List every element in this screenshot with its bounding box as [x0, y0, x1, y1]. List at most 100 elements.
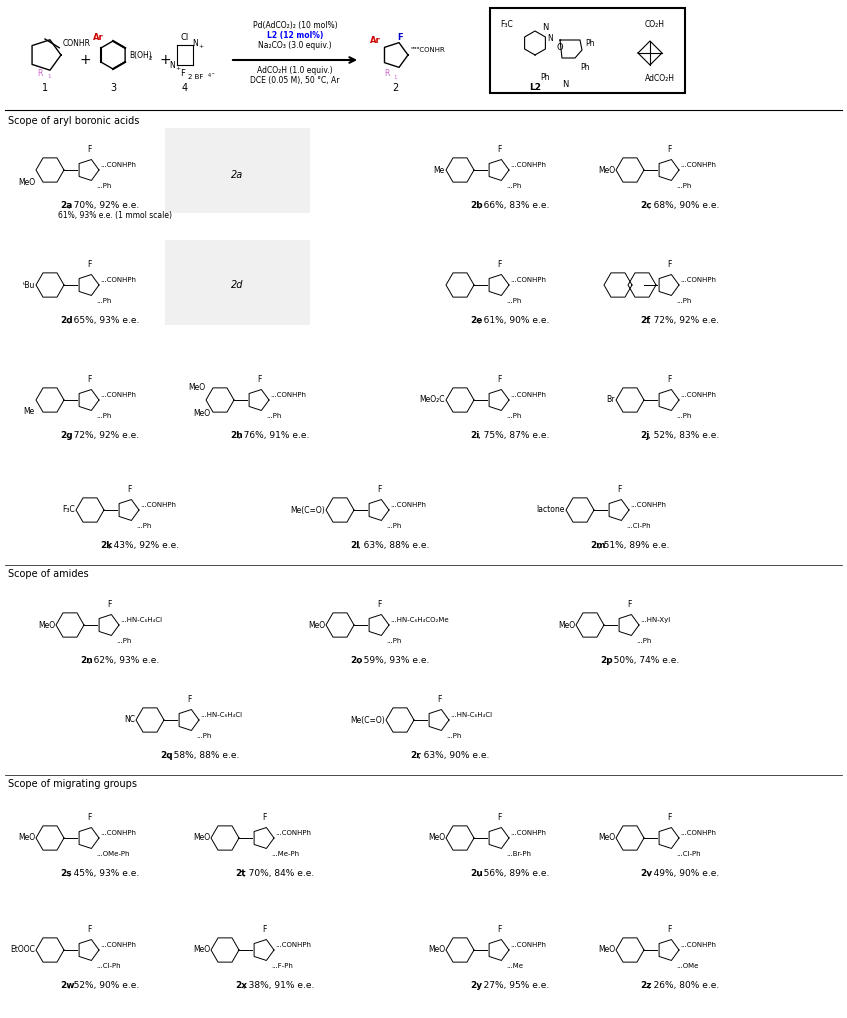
Text: F: F	[497, 260, 501, 269]
Text: 2o: 2o	[350, 656, 363, 665]
Text: F: F	[667, 813, 671, 822]
Text: 2v: 2v	[640, 869, 652, 878]
Text: +: +	[175, 65, 180, 70]
Text: Ph: Ph	[585, 39, 595, 48]
Text: Me: Me	[434, 166, 445, 174]
Text: MeO: MeO	[598, 166, 615, 174]
Text: ...Me: ...Me	[506, 963, 523, 969]
Text: , 26%, 80% e.e.: , 26%, 80% e.e.	[648, 981, 719, 989]
Text: 1: 1	[47, 73, 51, 78]
Text: N: N	[192, 39, 198, 48]
Text: ...HN-C₆H₄CO₂Me: ...HN-C₆H₄CO₂Me	[390, 617, 449, 623]
Text: F: F	[86, 813, 91, 822]
Text: 2m: 2m	[590, 541, 606, 550]
Text: -: -	[212, 70, 214, 76]
Text: ...Ph: ...Ph	[96, 298, 111, 304]
Text: ...CONHPh: ...CONHPh	[100, 830, 136, 836]
Text: ...Ph: ...Ph	[506, 298, 522, 304]
Text: 2 BF: 2 BF	[188, 74, 203, 80]
Text: """CONHR: """CONHR	[410, 47, 445, 53]
Text: ...CONHPh: ...CONHPh	[390, 502, 426, 508]
Text: ...Ph: ...Ph	[386, 638, 401, 644]
Text: CO₂H: CO₂H	[645, 20, 665, 29]
Text: 2: 2	[149, 56, 152, 60]
Text: MeO: MeO	[188, 384, 205, 393]
Text: ...Cl-Ph: ...Cl-Ph	[96, 963, 120, 969]
Text: ...CONHPh: ...CONHPh	[270, 392, 306, 398]
Text: , 58%, 88% e.e.: , 58%, 88% e.e.	[168, 751, 240, 760]
Text: F: F	[667, 260, 671, 269]
Text: F: F	[257, 375, 261, 384]
Text: Me(C=O): Me(C=O)	[351, 716, 385, 725]
Text: ...Ph: ...Ph	[506, 183, 522, 189]
Text: MeO: MeO	[18, 177, 35, 186]
Text: F₃C: F₃C	[500, 20, 512, 29]
Text: ...CONHPh: ...CONHPh	[680, 277, 716, 283]
Text: F: F	[667, 375, 671, 384]
Text: ...CONHPh: ...CONHPh	[100, 277, 136, 283]
Text: 2b: 2b	[470, 201, 483, 210]
Text: F: F	[377, 600, 381, 609]
Text: 61%, 93% e.e. (1 mmol scale): 61%, 93% e.e. (1 mmol scale)	[58, 211, 172, 220]
Text: ...OMe-Ph: ...OMe-Ph	[96, 851, 130, 857]
Text: , 72%, 92% e.e.: , 72%, 92% e.e.	[68, 431, 139, 440]
Text: F: F	[86, 925, 91, 934]
Text: 4: 4	[208, 72, 211, 77]
Text: 2r: 2r	[410, 751, 421, 760]
Text: F: F	[617, 485, 621, 494]
Text: N: N	[169, 60, 174, 69]
Text: , 65%, 93% e.e.: , 65%, 93% e.e.	[68, 316, 140, 325]
Text: F: F	[262, 925, 266, 934]
Text: N: N	[562, 80, 568, 89]
Text: MeO: MeO	[428, 834, 445, 843]
Text: F: F	[497, 145, 501, 154]
Text: ...CONHPh: ...CONHPh	[100, 392, 136, 398]
Text: Pd(AdCO₂)₂ (10 mol%): Pd(AdCO₂)₂ (10 mol%)	[252, 20, 337, 30]
Text: 2s: 2s	[60, 869, 72, 878]
Text: Na₂CO₃ (3.0 equiv.): Na₂CO₃ (3.0 equiv.)	[258, 41, 332, 50]
Text: MeO: MeO	[18, 834, 35, 843]
Text: R: R	[385, 68, 390, 77]
Text: 2q: 2q	[160, 751, 173, 760]
Bar	[490, 8, 685, 93]
Text: 2p: 2p	[600, 656, 612, 665]
Text: 2n: 2n	[80, 656, 93, 665]
Text: +: +	[159, 53, 171, 67]
Text: F: F	[627, 600, 631, 609]
Text: ...Me-Ph: ...Me-Ph	[271, 851, 299, 857]
Text: ...CONHPh: ...CONHPh	[510, 942, 546, 948]
Text: ...CONHPh: ...CONHPh	[680, 162, 716, 168]
Text: , 56%, 89% e.e.: , 56%, 89% e.e.	[478, 869, 550, 878]
Text: F: F	[86, 375, 91, 384]
Text: ...CONHPh: ...CONHPh	[100, 942, 136, 948]
Text: MeO: MeO	[558, 621, 575, 629]
Text: F: F	[127, 485, 131, 494]
Text: AdCO₂H (1.0 equiv.): AdCO₂H (1.0 equiv.)	[257, 65, 333, 74]
Text: ...Ph: ...Ph	[116, 638, 131, 644]
Text: 2e: 2e	[470, 316, 483, 325]
Text: , 76%, 91% e.e.: , 76%, 91% e.e.	[238, 431, 309, 440]
Text: 2: 2	[392, 83, 398, 93]
Text: MeO: MeO	[598, 834, 615, 843]
Text: L2 (12 mol%): L2 (12 mol%)	[267, 31, 324, 40]
Text: ...CONHPh: ...CONHPh	[680, 830, 716, 836]
Text: ...Ph: ...Ph	[676, 298, 691, 304]
Text: 2h: 2h	[230, 431, 243, 440]
Text: ...Ph: ...Ph	[136, 523, 152, 529]
Text: , 72%, 92% e.e.: , 72%, 92% e.e.	[648, 316, 719, 325]
Text: ...CONHPh: ...CONHPh	[510, 392, 546, 398]
Text: MeO: MeO	[307, 621, 325, 629]
Text: ...Ph: ...Ph	[96, 413, 111, 419]
Text: ...Ph: ...Ph	[676, 413, 691, 419]
Text: ...F-Ph: ...F-Ph	[271, 963, 293, 969]
Text: N: N	[542, 23, 548, 32]
Text: , 52%, 83% e.e.: , 52%, 83% e.e.	[648, 431, 719, 440]
Text: , 27%, 95% e.e.: , 27%, 95% e.e.	[478, 981, 549, 989]
Text: 1: 1	[393, 74, 396, 79]
Text: ...HN-C₆H₄Cl: ...HN-C₆H₄Cl	[120, 617, 162, 623]
Text: 2c: 2c	[640, 201, 651, 210]
Bar	[165, 128, 310, 213]
Text: 2i: 2i	[470, 431, 479, 440]
Text: DCE (0.05 M), 50 °C, Ar: DCE (0.05 M), 50 °C, Ar	[250, 75, 340, 84]
Text: 2u: 2u	[470, 869, 483, 878]
